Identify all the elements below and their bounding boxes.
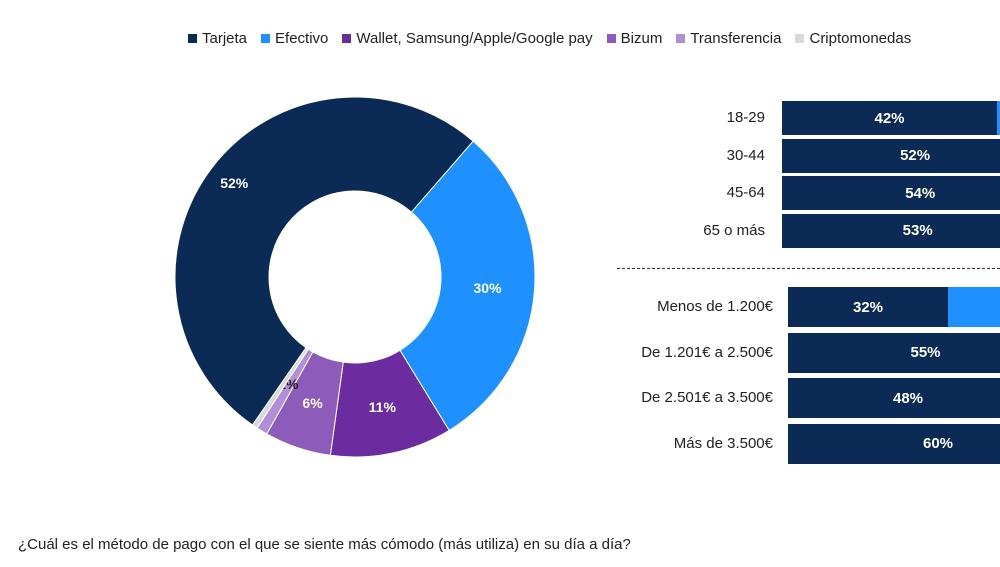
bar-segment-tarjeta: 54% [782, 176, 1000, 210]
legend-swatch [261, 34, 271, 43]
bar-segment-tarjeta: 60% [788, 423, 1000, 464]
slice-label: 6% [302, 395, 323, 411]
legend-item: Transferencia [676, 30, 781, 47]
legend-swatch [342, 34, 352, 43]
legend-swatch [188, 34, 197, 43]
bar-segment-tarjeta: 32% [788, 287, 948, 327]
question-text: ¿Cuál es el método de pago con el que se… [18, 536, 631, 553]
bar-segment-tarjeta: 42% [782, 101, 998, 135]
legend-swatch [795, 34, 805, 43]
bar-category-label: Menos de 1.200€ [657, 298, 773, 315]
legend-item: Efectivo [261, 30, 328, 47]
stacked-bar: 55% [788, 332, 1000, 373]
stacked-bar: 54% [782, 176, 1000, 210]
donut-slice-tarjeta [174, 96, 474, 426]
legend-label: Tarjeta [202, 30, 248, 47]
bar-category-label: 65 o más [703, 221, 765, 239]
stacked-bar: 42% [782, 101, 1000, 135]
bar-category-label: 45-64 [726, 184, 765, 201]
divider [617, 268, 1000, 269]
legend-item: Tarjeta [188, 30, 247, 47]
chart-legend: Tarjeta Efectivo Wallet, Samsung/Apple/Goo… [188, 30, 911, 47]
legend-item: Wallet, Samsung/Apple/Google pay [342, 30, 593, 47]
legend-label: Criptomonedas [809, 30, 912, 47]
slice-label: 11% [369, 399, 397, 415]
slice-label: 30% [474, 280, 503, 296]
legend-label: Transferencia [690, 30, 782, 47]
slice-label: 52% [220, 175, 249, 191]
stacked-bar: 32% [788, 287, 1000, 327]
bar-category-label: 18-29 [726, 109, 765, 126]
bar-category-label: 30-44 [726, 146, 765, 164]
bar-category-label: De 2.501€ a 3.500€ [641, 389, 773, 406]
bar-segment-tarjeta: 52% [782, 138, 1000, 173]
legend-swatch [606, 34, 616, 43]
bar-segment-tarjeta: 55% [788, 332, 1000, 373]
bar-category-label: De 1.201€ a 2.500€ [641, 343, 773, 361]
bar-segment-tarjeta: 48% [788, 378, 1000, 418]
stacked-bar: 60% [788, 423, 1000, 464]
legend-label: Wallet, Samsung/Apple/Google pay [356, 30, 593, 47]
donut-slice-efectivo [399, 140, 536, 432]
bar-segment-tarjeta: 53% [782, 213, 1000, 248]
bar-category-label: Más de 3.500€ [673, 434, 773, 452]
legend-item: Bizum [606, 30, 663, 47]
stacked-bar: 53% [782, 213, 1000, 248]
legend-swatch [676, 34, 686, 43]
stacked-bar: 48% [788, 378, 1000, 418]
legend-label: Bizum [620, 30, 663, 47]
donut-chart: 30%11%6%1%52% [174, 96, 536, 458]
legend-item: Criptomonedas [795, 30, 911, 47]
legend-label: Efectivo [275, 30, 329, 47]
stacked-bar: 52% [782, 138, 1000, 173]
